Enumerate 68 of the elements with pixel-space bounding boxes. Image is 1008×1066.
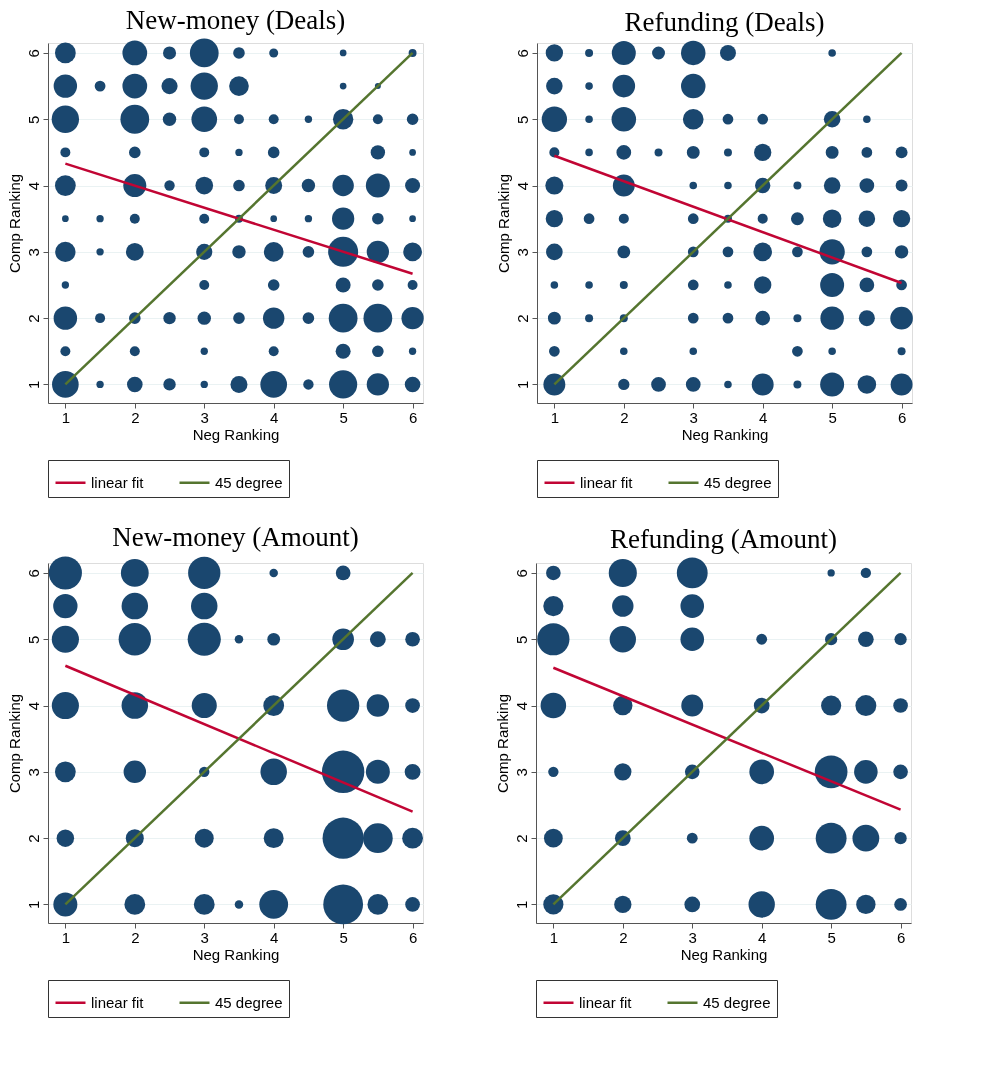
legend-label: 45 degree: [703, 993, 771, 1011]
y-tick-label: 4: [24, 701, 42, 711]
y-axis-title: Comp Ranking: [5, 173, 23, 274]
y-tick-label: 3: [24, 248, 42, 257]
y-tick-label: 2: [24, 834, 42, 843]
y-tick-label: 6: [24, 569, 42, 578]
x-tick-label: 1: [61, 928, 71, 946]
x-tick-label: 1: [61, 408, 71, 426]
x-tick-label: 3: [200, 408, 209, 426]
legend-label: 45 degree: [215, 993, 283, 1011]
y-tick-label: 6: [513, 49, 531, 58]
y-tick-label: 2: [513, 314, 531, 323]
legend-label: 45 degree: [704, 473, 772, 491]
x-axis-title: Neg Ranking: [681, 425, 769, 443]
x-tick-label: 4: [758, 928, 767, 946]
x-tick-label: 3: [688, 928, 697, 946]
chart-title: New-money (Amount): [112, 522, 359, 553]
x-tick-label: 2: [620, 408, 629, 426]
y-axis-title: Comp Ranking: [5, 693, 23, 794]
y-axis-title: Comp Ranking: [493, 693, 511, 794]
x-tick-label: 5: [339, 408, 348, 426]
y-tick-label: 3: [513, 248, 531, 257]
legend-label: linear fit: [91, 473, 145, 491]
x-axis-title: Neg Ranking: [192, 945, 280, 963]
legend-label: linear fit: [579, 993, 633, 1011]
chart-title: Refunding (Amount): [609, 523, 838, 554]
x-tick-label: 6: [897, 408, 907, 426]
x-tick-label: 2: [619, 928, 628, 946]
y-tick-label: 3: [24, 768, 42, 777]
x-tick-label: 5: [339, 928, 348, 946]
x-tick-label: 3: [200, 928, 209, 946]
x-tick-label: 3: [689, 408, 698, 426]
x-tick-label: 2: [131, 928, 140, 946]
y-tick-label: 4: [24, 181, 42, 191]
x-axis-title: Neg Ranking: [680, 945, 768, 963]
x-tick-label: 1: [550, 408, 560, 426]
y-tick-label: 4: [513, 181, 531, 191]
x-tick-label: 6: [896, 928, 906, 946]
x-tick-label: 4: [759, 408, 768, 426]
x-axis-title: Neg Ranking: [192, 425, 280, 443]
x-tick-label: 4: [270, 408, 279, 426]
y-tick-label: 1: [24, 380, 42, 390]
legend-label: linear fit: [580, 473, 634, 491]
y-tick-label: 5: [512, 635, 530, 644]
x-tick-label: 5: [828, 408, 837, 426]
y-tick-label: 2: [512, 834, 530, 843]
y-tick-label: 4: [512, 701, 530, 711]
y-tick-label: 5: [513, 115, 531, 124]
y-tick-label: 1: [24, 900, 42, 910]
y-axis-title: Comp Ranking: [494, 173, 512, 274]
x-tick-label: 6: [408, 928, 418, 946]
chart-title: Refunding (Deals): [624, 6, 825, 37]
y-tick-label: 6: [24, 49, 42, 58]
y-tick-label: 3: [512, 768, 530, 777]
y-tick-label: 1: [512, 900, 530, 910]
x-tick-label: 5: [827, 928, 836, 946]
y-tick-label: 5: [24, 115, 42, 124]
x-tick-label: 4: [270, 928, 279, 946]
y-tick-label: 1: [513, 380, 531, 390]
x-tick-label: 1: [549, 928, 559, 946]
legend-label: 45 degree: [215, 473, 283, 491]
legend-label: linear fit: [91, 993, 145, 1011]
chart-title: New-money (Deals): [125, 4, 346, 35]
x-tick-label: 2: [131, 408, 140, 426]
y-tick-label: 6: [512, 569, 530, 578]
y-tick-label: 5: [24, 635, 42, 644]
x-tick-label: 6: [408, 408, 418, 426]
y-tick-label: 2: [24, 314, 42, 323]
